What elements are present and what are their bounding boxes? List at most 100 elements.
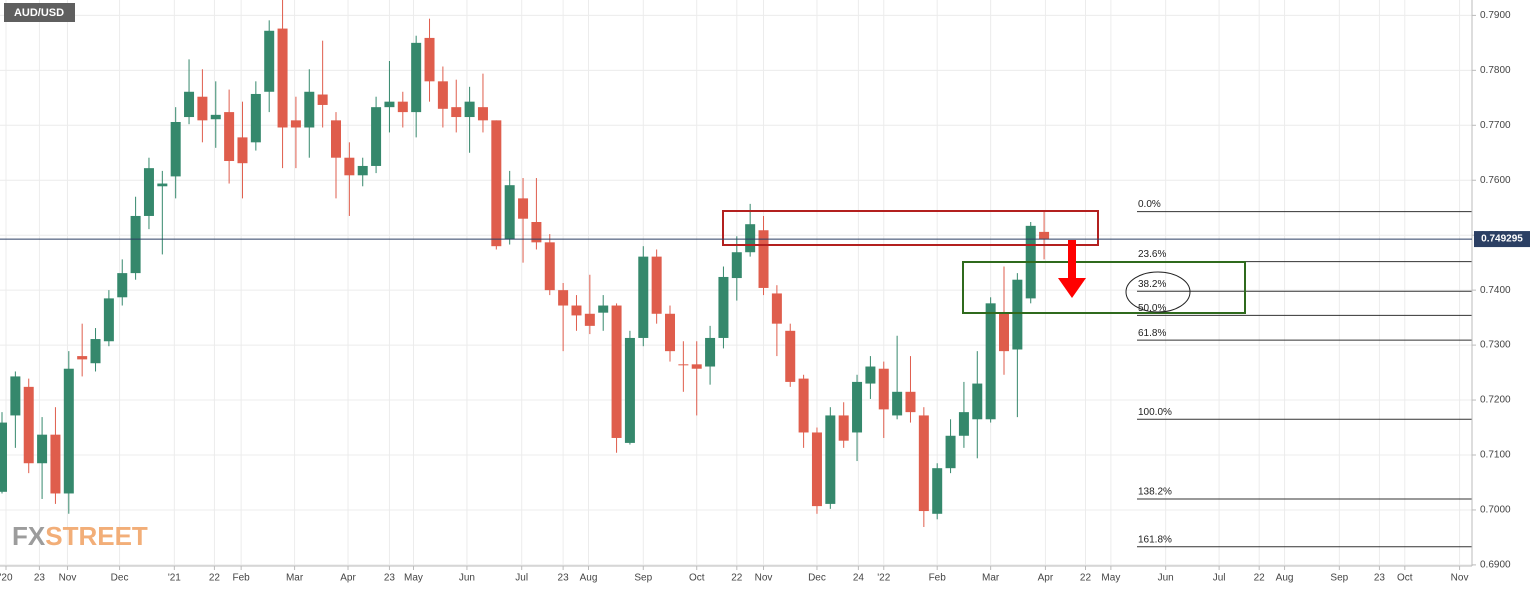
candle-body bbox=[878, 368, 889, 410]
x-tick-label: Jul bbox=[1213, 573, 1226, 584]
x-tick-label: Nov bbox=[1451, 573, 1469, 584]
fib-label: 0.0% bbox=[1138, 199, 1161, 210]
candle-body bbox=[584, 313, 595, 326]
fibonacci: 0.0% 23.6% 38.2% 50.0% 61.8% 100.0% 138.2% 161.… bbox=[1137, 199, 1472, 548]
y-tick-label: 0.7900 bbox=[1480, 10, 1511, 21]
candle-body bbox=[651, 256, 662, 314]
candle-body bbox=[250, 93, 261, 143]
arrow-head bbox=[1058, 278, 1086, 298]
candle-body bbox=[130, 215, 141, 274]
watermark-part: STREET bbox=[45, 521, 148, 551]
candle-body bbox=[865, 366, 876, 384]
x-tick-label: Apr bbox=[1038, 573, 1054, 584]
watermark: FXSTREET bbox=[12, 521, 148, 551]
candle-body bbox=[0, 422, 8, 492]
candle-body bbox=[611, 305, 622, 438]
candle-body bbox=[999, 313, 1010, 352]
x-tick-label: May bbox=[1101, 573, 1120, 584]
arrow-shaft bbox=[1068, 240, 1076, 280]
x-tick-label: 23 bbox=[384, 573, 396, 584]
candle-body bbox=[157, 183, 168, 187]
candle-body bbox=[705, 337, 716, 367]
candle-body bbox=[170, 121, 181, 177]
candle-body bbox=[277, 28, 288, 128]
y-tick-label: 0.7700 bbox=[1480, 120, 1511, 131]
candle-body bbox=[357, 165, 368, 176]
candle-body bbox=[264, 30, 275, 92]
candle-body bbox=[424, 37, 435, 82]
x-tick-label: Mar bbox=[982, 573, 1000, 584]
candle-body bbox=[451, 107, 462, 118]
x-tick-label: Sep bbox=[1330, 573, 1348, 584]
chart-title: AUD/USD bbox=[14, 7, 64, 19]
candle-body bbox=[504, 185, 515, 240]
x-tick-label: Apr bbox=[340, 573, 356, 584]
candle-body bbox=[77, 356, 88, 360]
candle-body bbox=[197, 96, 208, 121]
candle-body bbox=[958, 412, 969, 436]
title-box bbox=[4, 3, 75, 22]
candle-body bbox=[945, 435, 956, 469]
x-tick-label: Dec bbox=[808, 573, 826, 584]
candle-body bbox=[932, 468, 943, 514]
fib-label: 161.8% bbox=[1138, 534, 1172, 545]
candle-body bbox=[1012, 279, 1023, 350]
x-tick-label: Jul bbox=[515, 573, 528, 584]
x-tick-label: 23 bbox=[1374, 573, 1386, 584]
x-tick-label: 23 bbox=[558, 573, 570, 584]
x-tick-label: Feb bbox=[233, 573, 251, 584]
y-tick-label: 0.7100 bbox=[1480, 450, 1511, 461]
candle-body bbox=[103, 298, 114, 342]
candle-body bbox=[1039, 231, 1050, 240]
candle-body bbox=[331, 120, 342, 158]
candle-body bbox=[624, 337, 635, 443]
candle-body bbox=[371, 107, 382, 166]
candle-body bbox=[10, 376, 21, 416]
last-price-label: 0.749295 bbox=[1481, 234, 1523, 245]
x-tick-label: May bbox=[404, 573, 423, 584]
last-price-box bbox=[1474, 231, 1530, 248]
x-tick-label: Oct bbox=[689, 573, 705, 584]
candles bbox=[0, 0, 1050, 527]
candle-body bbox=[184, 91, 195, 118]
candle-body bbox=[397, 101, 408, 113]
candle-body bbox=[384, 101, 395, 108]
candle-body bbox=[718, 276, 729, 338]
candle-body bbox=[798, 378, 809, 433]
y-tick-label: 0.7600 bbox=[1480, 175, 1511, 186]
x-tick-label: Nov bbox=[59, 573, 77, 584]
candle-body bbox=[544, 242, 555, 291]
x-tick-label: 23 bbox=[34, 573, 46, 584]
candle-body bbox=[638, 256, 649, 338]
candle-body bbox=[758, 230, 769, 288]
candle-body bbox=[571, 305, 582, 316]
support-box bbox=[962, 261, 1246, 314]
candle-body bbox=[224, 112, 235, 162]
candle-body bbox=[825, 415, 836, 504]
x-tick-label: Oct bbox=[1397, 573, 1413, 584]
candle-body bbox=[771, 293, 782, 324]
x-tick-label: Jun bbox=[459, 573, 475, 584]
candle-body bbox=[237, 137, 248, 164]
candle-body bbox=[143, 168, 154, 216]
fib-label: 138.2% bbox=[1138, 487, 1172, 498]
x-tick-label: '20 bbox=[0, 573, 13, 584]
x-tick-label: Feb bbox=[929, 573, 947, 584]
fib-ellipse bbox=[1125, 271, 1191, 313]
x-tick-label: 22 bbox=[209, 573, 221, 584]
candle-body bbox=[518, 198, 529, 219]
candle-body bbox=[210, 114, 221, 120]
x-tick-label: Dec bbox=[111, 573, 129, 584]
x-tick-label: Mar bbox=[286, 573, 304, 584]
candle-body bbox=[731, 252, 742, 279]
x-tick-label: 22 bbox=[731, 573, 743, 584]
fib-label: 61.8% bbox=[1138, 328, 1166, 339]
candle-body bbox=[50, 434, 61, 494]
candle-body bbox=[477, 107, 488, 121]
candle-body bbox=[23, 386, 34, 464]
x-tick-label: '21 bbox=[168, 573, 181, 584]
candle-body bbox=[37, 434, 48, 464]
candle-body bbox=[317, 94, 328, 105]
